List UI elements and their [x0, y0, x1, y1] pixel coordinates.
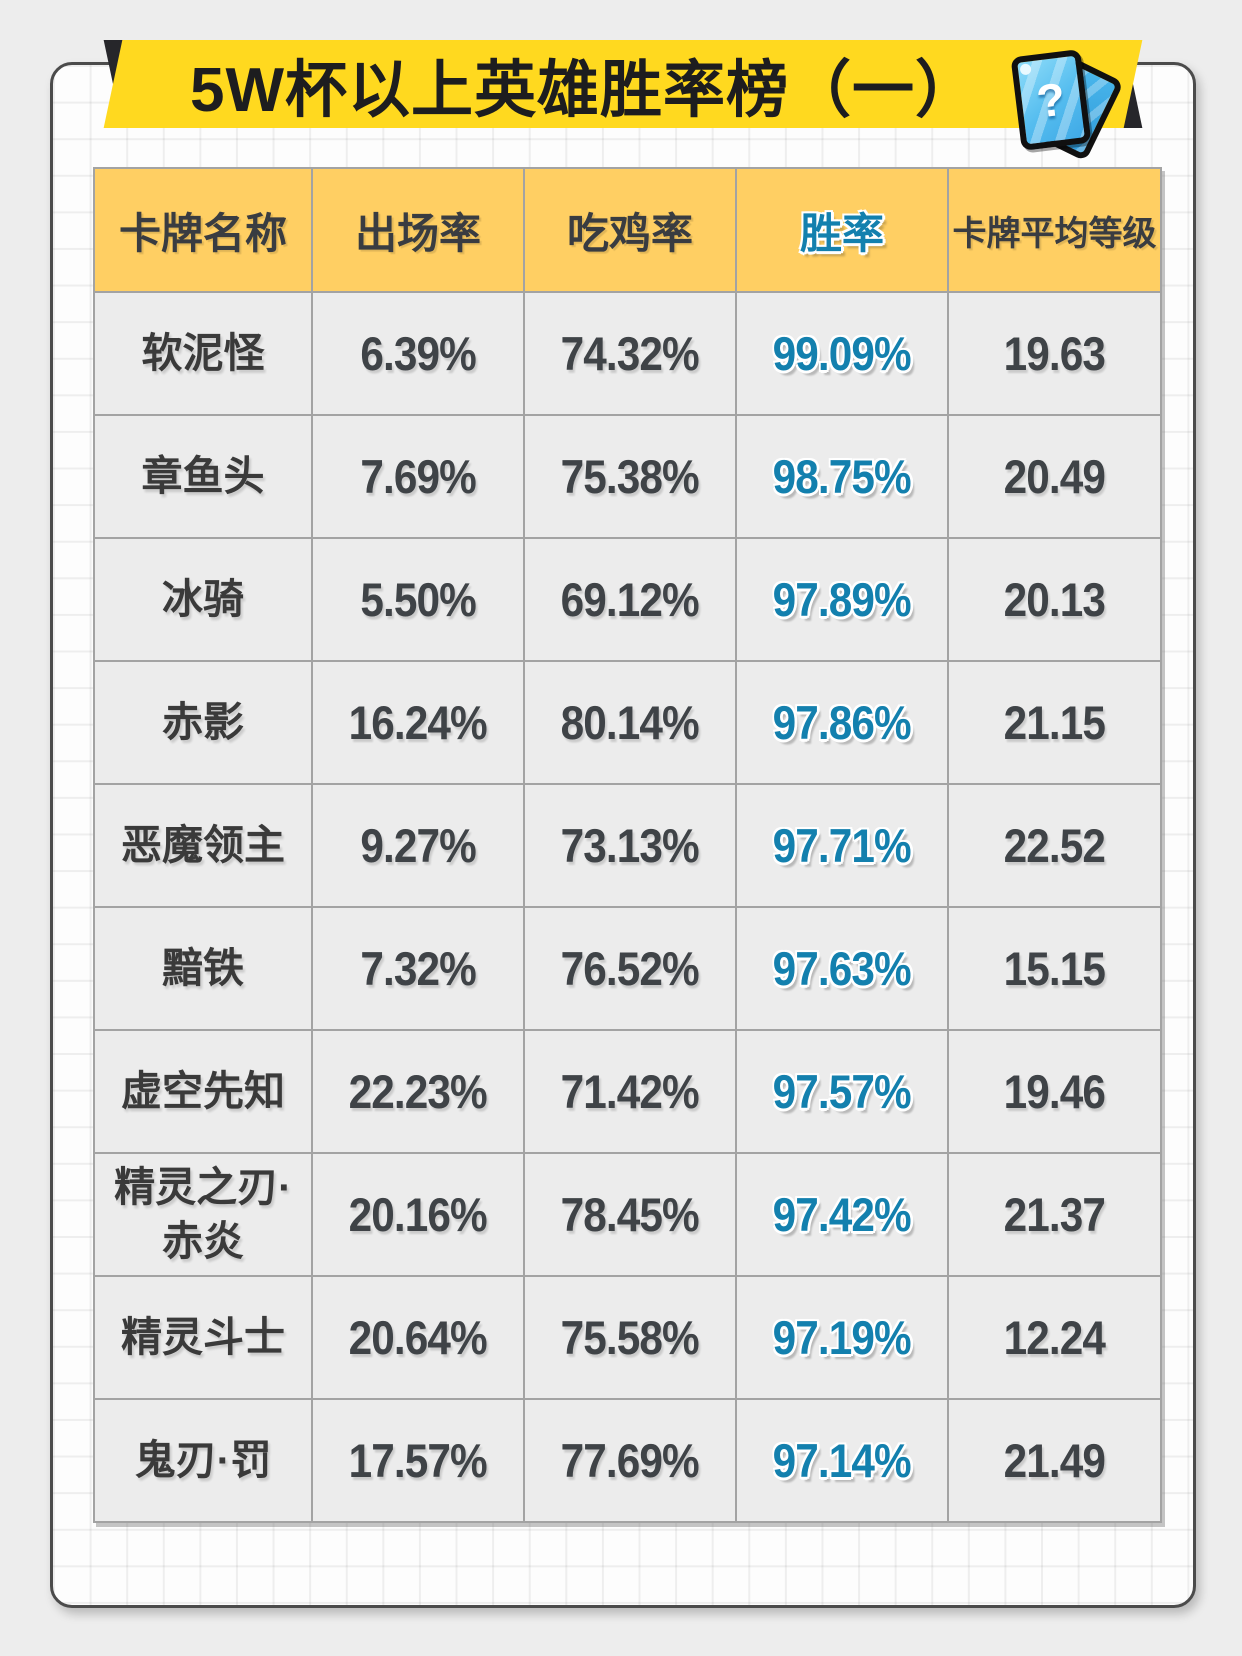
column-header-avg-level: 卡牌平均等级	[947, 167, 1162, 293]
table-row: 鬼刃·罚 17.57% 77.69% 97.14% 21.49	[93, 1398, 1162, 1523]
play-rate-cell: 20.64%	[311, 1275, 525, 1400]
play-rate-cell: 7.32%	[311, 906, 525, 1031]
play-rate-cell: 7.69%	[311, 414, 525, 539]
table-row: 恶魔领主 9.27% 73.13% 97.71% 22.52	[93, 783, 1162, 908]
card-name-cell: 精灵之刃·赤炎	[93, 1152, 313, 1277]
table-row: 精灵之刃·赤炎 20.16% 78.45% 97.42% 21.37	[93, 1152, 1162, 1277]
card-name-cell: 鬼刃·罚	[93, 1398, 313, 1523]
avg-level-cell: 12.24	[947, 1275, 1162, 1400]
win-rate-cell: 97.63%	[735, 906, 949, 1031]
chicken-rate-cell: 75.38%	[523, 414, 737, 539]
card-name-cell: 赤影	[93, 660, 313, 785]
column-header-card-name: 卡牌名称	[93, 167, 313, 293]
card-name-cell: 虚空先知	[93, 1029, 313, 1154]
play-rate-cell: 17.57%	[311, 1398, 525, 1523]
win-rate-cell: 97.71%	[735, 783, 949, 908]
card-name-cell: 冰骑	[93, 537, 313, 662]
card-name-cell: 恶魔领主	[93, 783, 313, 908]
avg-level-cell: 21.15	[947, 660, 1162, 785]
avg-level-cell: 20.13	[947, 537, 1162, 662]
table-row: 章鱼头 7.69% 75.38% 98.75% 20.49	[93, 414, 1162, 539]
chicken-rate-cell: 71.42%	[523, 1029, 737, 1154]
page-title: 5W杯以上英雄胜率榜（一）	[189, 56, 978, 125]
chicken-rate-cell: 78.45%	[523, 1152, 737, 1277]
table-header-row: 卡牌名称 出场率 吃鸡率 胜率 卡牌平均等级	[93, 167, 1162, 293]
card-name-cell: 章鱼头	[93, 414, 313, 539]
play-rate-cell: 9.27%	[311, 783, 525, 908]
avg-level-cell: 19.63	[947, 291, 1162, 416]
chicken-rate-cell: 80.14%	[523, 660, 737, 785]
chicken-rate-cell: 74.32%	[523, 291, 737, 416]
avg-level-cell: 22.52	[947, 783, 1162, 908]
front-card-icon: ?	[1010, 49, 1092, 151]
title-banner: 5W杯以上英雄胜率榜（一）	[103, 40, 1143, 128]
win-rate-cell: 97.89%	[735, 537, 949, 662]
table-row: 软泥怪 6.39% 74.32% 99.09% 19.63	[93, 291, 1162, 416]
play-rate-cell: 5.50%	[311, 537, 525, 662]
win-rate-table: 卡牌名称 出场率 吃鸡率 胜率 卡牌平均等级 软泥怪 6.39% 74.32% …	[93, 167, 1162, 1523]
table-row: 冰骑 5.50% 69.12% 97.89% 20.13	[93, 537, 1162, 662]
chicken-rate-cell: 76.52%	[523, 906, 737, 1031]
column-header-win-rate: 胜率	[735, 167, 949, 293]
card-name-cell: 软泥怪	[93, 291, 313, 416]
question-mark-icon: ?	[1033, 72, 1069, 128]
play-rate-cell: 22.23%	[311, 1029, 525, 1154]
table-body: 软泥怪 6.39% 74.32% 99.09% 19.63 章鱼头 7.69% …	[93, 291, 1162, 1523]
chicken-rate-cell: 75.58%	[523, 1275, 737, 1400]
avg-level-cell: 15.15	[947, 906, 1162, 1031]
table-row: 赤影 16.24% 80.14% 97.86% 21.15	[93, 660, 1162, 785]
avg-level-cell: 21.49	[947, 1398, 1162, 1523]
table-row: 精灵斗士 20.64% 75.58% 97.19% 12.24	[93, 1275, 1162, 1400]
win-rate-cell: 98.75%	[735, 414, 949, 539]
chicken-rate-cell: 69.12%	[523, 537, 737, 662]
chicken-rate-cell: 77.69%	[523, 1398, 737, 1523]
win-rate-cell: 97.57%	[735, 1029, 949, 1154]
column-header-play-rate: 出场率	[311, 167, 525, 293]
chicken-rate-cell: 73.13%	[523, 783, 737, 908]
avg-level-cell: 19.46	[947, 1029, 1162, 1154]
play-rate-cell: 20.16%	[311, 1152, 525, 1277]
column-header-chicken-rate: 吃鸡率	[523, 167, 737, 293]
card-name-cell: 黯铁	[93, 906, 313, 1031]
table-row: 黯铁 7.32% 76.52% 97.63% 15.15	[93, 906, 1162, 1031]
win-rate-cell: 97.42%	[735, 1152, 949, 1277]
win-rate-cell: 99.09%	[735, 291, 949, 416]
play-rate-cell: 6.39%	[311, 291, 525, 416]
card-name-cell: 精灵斗士	[93, 1275, 313, 1400]
win-rate-cell: 97.19%	[735, 1275, 949, 1400]
win-rate-cell: 97.14%	[735, 1398, 949, 1523]
avg-level-cell: 21.37	[947, 1152, 1162, 1277]
win-rate-cell: 97.86%	[735, 660, 949, 785]
play-rate-cell: 16.24%	[311, 660, 525, 785]
avg-level-cell: 20.49	[947, 414, 1162, 539]
table-row: 虚空先知 22.23% 71.42% 97.57% 19.46	[93, 1029, 1162, 1154]
question-cards-icon: ?	[1008, 48, 1125, 162]
